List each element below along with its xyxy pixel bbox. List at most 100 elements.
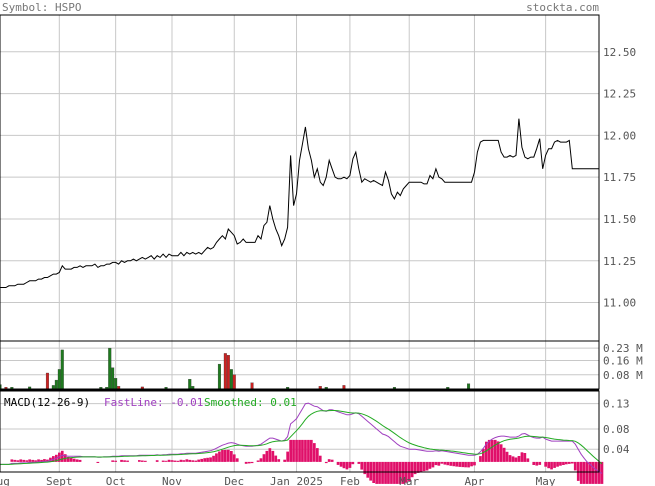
macd-hist-bar	[250, 461, 254, 464]
volume-bar	[108, 347, 112, 390]
macd-hist-bar	[562, 461, 565, 465]
x-tick-label: Feb	[340, 475, 360, 486]
macd-tick-label: 0.08	[603, 423, 630, 436]
macd-hist-bar	[508, 455, 512, 462]
macd-hist-bar	[396, 461, 399, 484]
macd-hist-bar	[387, 461, 390, 484]
macd-hist-bar	[200, 458, 203, 462]
volume-tick-label: 0.16 M	[603, 355, 643, 368]
volume-bars	[0, 347, 471, 390]
volume-bar	[51, 385, 55, 390]
macd-hist-bar	[235, 458, 239, 462]
volume-bar	[60, 349, 64, 390]
macd-hist-bar	[499, 444, 503, 462]
volume-bar	[57, 369, 61, 390]
macd-hist-bar	[473, 461, 476, 466]
macd-hist-bar	[568, 461, 571, 464]
volume-bar	[467, 383, 471, 390]
macd-hist-bar	[72, 458, 76, 462]
macd-hist-bar	[289, 439, 292, 462]
macd-hist-bar	[75, 459, 79, 462]
macd-hist-bar	[363, 461, 367, 475]
macd-hist-bar	[490, 439, 494, 462]
macd-hist-bar	[292, 439, 295, 462]
macd-hist-bar	[434, 461, 438, 466]
macd-hist-bar	[176, 460, 180, 462]
macd-hist-bar	[431, 461, 435, 468]
macd-hist-bar	[304, 439, 307, 462]
macd-hist-bar	[413, 461, 417, 475]
macd-hist-bar	[419, 461, 423, 472]
macd-hist-bar	[393, 461, 396, 484]
macd-hist-bar	[126, 460, 129, 462]
macd-hist-bar	[271, 450, 275, 462]
macd-hist-bar	[31, 459, 34, 462]
macd-tick-label: 0.13	[603, 398, 630, 411]
macd-hist-bar	[155, 460, 159, 462]
macd-hist-bar	[10, 459, 14, 462]
macd-hist-bar	[40, 459, 43, 462]
macd-hist-bar	[407, 461, 411, 481]
symbol-label: Symbol: HSPO	[2, 1, 81, 14]
macd-fast-line	[0, 402, 603, 474]
price-tick-label: 12.50	[603, 46, 636, 59]
macd-hist-bar	[46, 459, 49, 462]
macd-hist-bar	[485, 441, 488, 462]
macd-hist-bar	[366, 461, 370, 478]
series-lines	[0, 118, 603, 474]
macd-hist-bar	[479, 456, 482, 462]
macd-hist-bar	[369, 461, 372, 481]
x-tick-label: Mar	[399, 475, 419, 486]
macd-hist-bar	[381, 461, 384, 484]
macd-hist-bar	[268, 448, 272, 462]
macd-hist-bar	[141, 460, 144, 462]
macd-hist-bar	[452, 461, 456, 467]
macd-hist-bar	[25, 460, 29, 462]
macd-hist-bar	[194, 460, 198, 462]
price-tick-label: 11.25	[603, 255, 636, 268]
macd-hist-bar	[295, 439, 298, 462]
site-label[interactable]: stockta.com	[526, 1, 599, 14]
macd-hist-bar	[559, 461, 562, 466]
price-line	[0, 118, 599, 288]
macd-hist-bar	[123, 460, 126, 462]
macd-hist-bar	[215, 453, 218, 462]
macd-hist-bar	[496, 441, 500, 462]
macd-hist-bar	[179, 459, 183, 462]
macd-hist-bar	[422, 461, 426, 472]
macd-hist-bar	[13, 459, 17, 462]
macd-hist-bar	[227, 449, 230, 462]
macd-hist-bar	[96, 461, 100, 463]
volume-bar	[111, 367, 115, 390]
macd-hist-bar	[550, 461, 553, 470]
macd-hist-bar	[428, 461, 432, 469]
macd-hist-bar	[505, 451, 509, 462]
volume-bar	[229, 369, 233, 390]
volume-bar	[188, 379, 192, 390]
macd-hist-bar	[66, 457, 70, 462]
macd-hist-bar	[410, 461, 414, 478]
price-tick-label: 12.25	[603, 88, 636, 101]
macd-hist-bar	[402, 461, 405, 484]
grid	[0, 15, 599, 472]
macd-hist-bar	[206, 457, 209, 462]
macd-hist-bar	[342, 461, 346, 469]
macd-hist-bar	[502, 447, 506, 462]
macd-hist-bar	[262, 454, 266, 462]
macd-histogram	[10, 439, 604, 484]
macd-hist-bar	[482, 448, 485, 462]
macd-hist-bar	[43, 459, 46, 462]
price-tick-label: 11.50	[603, 213, 636, 226]
macd-hist-bar	[378, 461, 381, 484]
macd-hist-bar	[138, 460, 141, 462]
macd-hist-bar	[170, 460, 174, 462]
x-tick-label: May	[536, 475, 556, 486]
macd-hist-bar	[37, 459, 40, 462]
macd-hist-bar	[487, 439, 491, 462]
macd-hist-bar	[458, 461, 461, 467]
macd-hist-bar	[164, 460, 168, 462]
macd-hist-bar	[449, 461, 453, 466]
macd-hist-bar	[416, 461, 420, 473]
macd-hist-bar	[351, 461, 355, 465]
macd-hist-bar	[188, 459, 192, 462]
